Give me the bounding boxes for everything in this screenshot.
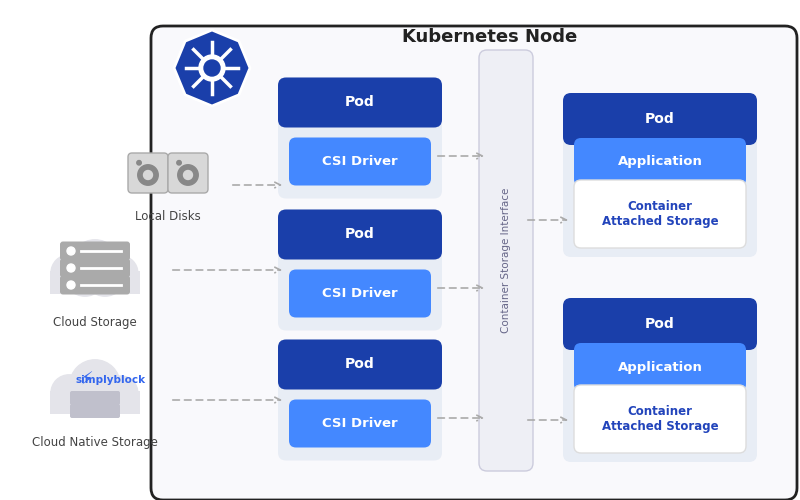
FancyBboxPatch shape: [289, 400, 431, 448]
Text: simplyblock: simplyblock: [76, 375, 146, 385]
Text: Pod: Pod: [645, 112, 675, 126]
Bar: [571, 119, 749, 137]
Circle shape: [67, 264, 75, 272]
Bar: [286, 364, 434, 382]
Text: CSI Driver: CSI Driver: [322, 155, 398, 168]
FancyBboxPatch shape: [60, 242, 130, 260]
Circle shape: [84, 254, 126, 296]
Circle shape: [199, 55, 225, 81]
Text: Cloud Native Storage: Cloud Native Storage: [32, 436, 158, 449]
Text: Cloud Storage: Cloud Storage: [53, 316, 137, 329]
FancyBboxPatch shape: [60, 258, 130, 278]
Circle shape: [64, 374, 106, 416]
Circle shape: [177, 160, 182, 165]
Text: Local Disks: Local Disks: [135, 210, 201, 223]
Circle shape: [70, 240, 120, 290]
FancyBboxPatch shape: [289, 138, 431, 186]
FancyBboxPatch shape: [278, 78, 442, 128]
Text: Application: Application: [618, 360, 702, 374]
Circle shape: [137, 160, 142, 165]
Text: Container Storage Interface: Container Storage Interface: [501, 188, 511, 333]
FancyBboxPatch shape: [278, 340, 442, 390]
FancyBboxPatch shape: [168, 153, 208, 193]
Circle shape: [204, 60, 220, 76]
Circle shape: [104, 256, 138, 290]
Bar: [286, 234, 434, 252]
FancyBboxPatch shape: [70, 404, 120, 418]
FancyBboxPatch shape: [563, 93, 757, 257]
Bar: [286, 102, 434, 120]
Circle shape: [183, 170, 193, 179]
Text: Pod: Pod: [345, 228, 375, 241]
Text: Kubernetes Node: Kubernetes Node: [402, 28, 578, 46]
Text: Application: Application: [618, 156, 702, 168]
FancyBboxPatch shape: [60, 276, 130, 294]
FancyBboxPatch shape: [289, 270, 431, 318]
Polygon shape: [174, 30, 250, 106]
FancyBboxPatch shape: [574, 180, 746, 248]
FancyBboxPatch shape: [278, 340, 442, 460]
Text: CSI Driver: CSI Driver: [322, 287, 398, 300]
Circle shape: [67, 247, 75, 255]
Circle shape: [84, 374, 126, 416]
Circle shape: [67, 281, 75, 289]
FancyBboxPatch shape: [574, 385, 746, 453]
FancyBboxPatch shape: [278, 78, 442, 198]
Text: Pod: Pod: [645, 317, 675, 331]
FancyBboxPatch shape: [574, 138, 746, 186]
FancyBboxPatch shape: [151, 26, 797, 500]
Bar: [50, 391, 140, 414]
FancyBboxPatch shape: [563, 298, 757, 350]
Circle shape: [138, 165, 158, 185]
Text: ⚡: ⚡: [81, 371, 94, 389]
Text: Container
Attached Storage: Container Attached Storage: [602, 405, 718, 433]
Circle shape: [143, 170, 153, 179]
Text: CSI Driver: CSI Driver: [322, 417, 398, 430]
FancyBboxPatch shape: [563, 298, 757, 462]
FancyBboxPatch shape: [278, 210, 442, 260]
Circle shape: [51, 255, 87, 291]
FancyBboxPatch shape: [70, 391, 120, 405]
Circle shape: [64, 254, 106, 296]
FancyBboxPatch shape: [128, 153, 168, 193]
FancyBboxPatch shape: [278, 210, 442, 330]
FancyBboxPatch shape: [479, 50, 533, 471]
Text: Container
Attached Storage: Container Attached Storage: [602, 200, 718, 228]
Circle shape: [51, 375, 87, 411]
Circle shape: [70, 360, 120, 410]
FancyBboxPatch shape: [563, 93, 757, 145]
Text: Pod: Pod: [345, 96, 375, 110]
Circle shape: [104, 376, 138, 410]
Circle shape: [178, 165, 198, 185]
Bar: [50, 271, 140, 294]
FancyBboxPatch shape: [574, 343, 746, 391]
Text: Pod: Pod: [345, 358, 375, 372]
Bar: [571, 324, 749, 342]
